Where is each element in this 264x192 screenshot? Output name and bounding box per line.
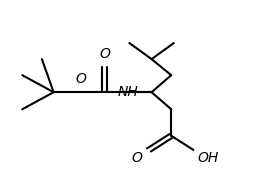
Text: OH: OH: [197, 151, 219, 165]
Text: O: O: [131, 151, 143, 165]
Text: NH: NH: [117, 85, 138, 99]
Text: O: O: [76, 72, 87, 86]
Text: O: O: [99, 47, 110, 61]
